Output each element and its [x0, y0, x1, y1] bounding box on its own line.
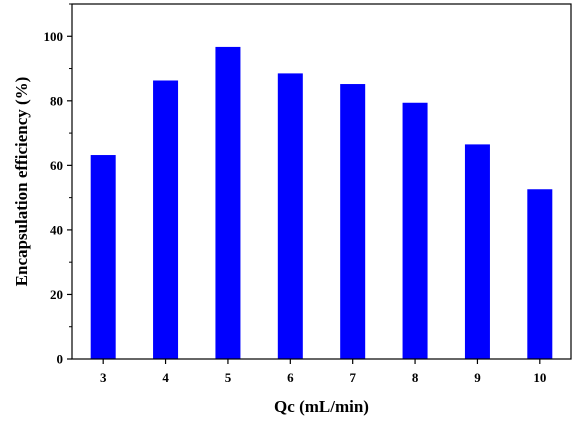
x-tick-label: 9	[474, 370, 481, 385]
bar-5	[215, 46, 241, 360]
y-tick-label: 40	[50, 222, 63, 237]
x-tick-label: 6	[287, 370, 294, 385]
x-tick-label: 3	[100, 370, 107, 385]
bar-9	[464, 144, 490, 359]
y-tick-label: 0	[57, 352, 64, 367]
y-axis-ticks: 0 20 40 60 80 100	[44, 3, 72, 367]
x-tick-label: 8	[412, 370, 419, 385]
x-axis-title: Qc (mL/min)	[274, 397, 369, 416]
bar-6	[277, 73, 303, 359]
bar-7	[340, 84, 366, 359]
x-tick-label: 5	[225, 370, 232, 385]
x-axis-ticks: 3 4 5 6 7 8 9 10	[100, 359, 546, 385]
y-axis-title: Encapsulation efficiency (%)	[12, 77, 31, 287]
plot-frame	[71, 3, 572, 360]
y-tick-label: 20	[50, 287, 63, 302]
x-tick-label: 10	[533, 370, 546, 385]
bars-layer	[90, 46, 553, 360]
bar-4	[153, 80, 179, 360]
x-tick-label: 7	[349, 370, 356, 385]
bar-3	[90, 155, 116, 359]
bar-10	[527, 189, 553, 359]
bar-8	[402, 102, 428, 359]
y-tick-label: 100	[44, 29, 64, 44]
y-tick-label: 60	[50, 158, 63, 173]
x-tick-label: 4	[162, 370, 169, 385]
y-tick-label: 80	[50, 93, 63, 108]
